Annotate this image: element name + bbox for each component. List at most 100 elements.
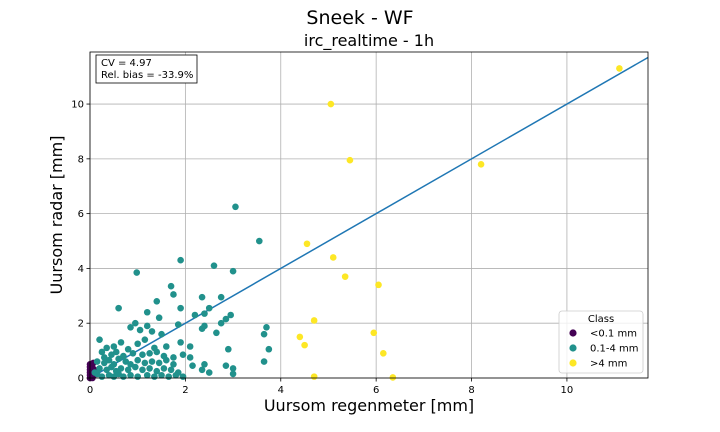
point-series-1 — [177, 304, 184, 312]
y-tick-label: 6 — [78, 209, 84, 220]
point-series-1 — [213, 329, 220, 337]
y-ticks: 0 2 4 6 8 10 — [71, 100, 90, 385]
point-series-1 — [217, 293, 225, 301]
point-series-1 — [91, 369, 99, 376]
point-series-1 — [141, 359, 149, 367]
legend: Class <0.1 mm 0.1-4 mm >4 mm — [558, 310, 644, 374]
stats-box-frame — [95, 54, 198, 84]
point-series-1 — [174, 321, 182, 328]
point-series-1 — [110, 343, 118, 350]
chart-suptitle: Sneek - WF — [306, 7, 413, 29]
point-series-1 — [133, 269, 141, 276]
axes-frame — [89, 51, 649, 379]
point-series-2 — [389, 374, 397, 381]
point-series-1 — [205, 304, 213, 312]
x-tick-label: 0 — [87, 385, 93, 396]
legend-items: <0.1 mm 0.1-4 mm >4 mm — [569, 329, 639, 370]
point-series-1 — [163, 343, 170, 350]
point-series-1 — [155, 314, 163, 322]
point-series-1 — [146, 350, 153, 357]
point-series-1 — [115, 370, 122, 378]
point-series-1 — [143, 322, 151, 330]
point-series-1 — [141, 336, 149, 343]
point-series-2 — [380, 350, 387, 357]
point-series-1 — [115, 304, 122, 312]
point-series-1 — [263, 324, 270, 331]
point-series-1 — [260, 358, 268, 365]
point-series-2 — [327, 100, 335, 108]
point-series-2 — [310, 373, 318, 380]
point-series-1 — [101, 359, 108, 367]
point-series-1 — [112, 348, 120, 356]
stats-cv: CV = 4.97 — [101, 58, 152, 69]
point-series-2 — [303, 240, 311, 248]
point-series-1 — [155, 359, 163, 367]
point-series-1 — [232, 203, 239, 211]
x-tick-label: 8 — [468, 385, 474, 396]
point-series-1 — [170, 291, 177, 298]
point-series-1 — [198, 293, 206, 301]
point-series-1 — [198, 366, 206, 374]
point-series-1 — [124, 366, 132, 374]
point-series-1 — [158, 330, 165, 338]
point-series-1 — [177, 339, 184, 346]
legend-marker-1 — [569, 344, 577, 352]
point-series-1 — [229, 365, 237, 372]
point-series-1 — [170, 354, 177, 361]
point-series-1 — [160, 365, 168, 372]
point-series-1 — [170, 361, 177, 368]
legend-label-2: >4 mm — [590, 359, 627, 370]
point-series-1 — [120, 373, 127, 380]
point-series-1 — [101, 354, 108, 361]
point-series-1 — [105, 356, 113, 364]
point-series-1 — [139, 351, 146, 359]
point-series-1 — [148, 328, 156, 335]
point-series-1 — [172, 371, 180, 379]
point-series-2 — [341, 273, 349, 280]
point-series-1 — [136, 326, 144, 334]
x-tick-label: 10 — [561, 385, 574, 396]
point-series-2 — [370, 329, 378, 337]
point-series-1 — [143, 308, 151, 316]
x-axis-label: Uursom regenmeter [mm] — [264, 396, 474, 415]
point-series-1 — [146, 365, 153, 372]
legend-label-0: <0.1 mm — [590, 329, 637, 340]
legend-title: Class — [588, 314, 614, 325]
point-series-1 — [143, 371, 151, 379]
x-tick-label: 2 — [182, 385, 188, 396]
legend-label-1: 0.1-4 mm — [590, 344, 639, 355]
point-series-1 — [201, 361, 208, 368]
point-series-1 — [132, 363, 139, 371]
x-ticks: 0 2 4 6 8 10 — [87, 378, 573, 396]
y-tick-label: 4 — [78, 264, 84, 275]
legend-marker-0 — [569, 329, 577, 337]
y-tick-label: 2 — [78, 319, 84, 330]
point-series-1 — [167, 366, 175, 374]
legend-marker-2 — [569, 359, 577, 367]
point-series-1 — [229, 370, 237, 378]
point-series-1 — [265, 345, 273, 353]
point-series-1 — [201, 310, 208, 317]
point-series-1 — [186, 343, 194, 350]
point-series-1 — [120, 352, 127, 360]
point-series-1 — [222, 315, 230, 323]
point-series-1 — [127, 324, 134, 331]
point-series-1 — [103, 366, 110, 374]
point-series-1 — [96, 336, 103, 343]
legend-frame — [558, 310, 644, 374]
point-series-1 — [167, 282, 175, 290]
point-series-1 — [158, 371, 165, 379]
point-series-1 — [117, 339, 125, 346]
point-series-1 — [122, 358, 130, 365]
reference-line — [89, 56, 649, 379]
point-series-2 — [477, 161, 485, 168]
x-tick-label: 6 — [373, 385, 379, 396]
point-series-1 — [132, 319, 139, 327]
point-series-2 — [616, 65, 623, 72]
point-series-1 — [163, 356, 170, 364]
stats-rel-bias: Rel. bias = -33.9% — [101, 70, 193, 81]
point-series-2 — [329, 254, 337, 261]
point-series-1 — [139, 366, 146, 374]
